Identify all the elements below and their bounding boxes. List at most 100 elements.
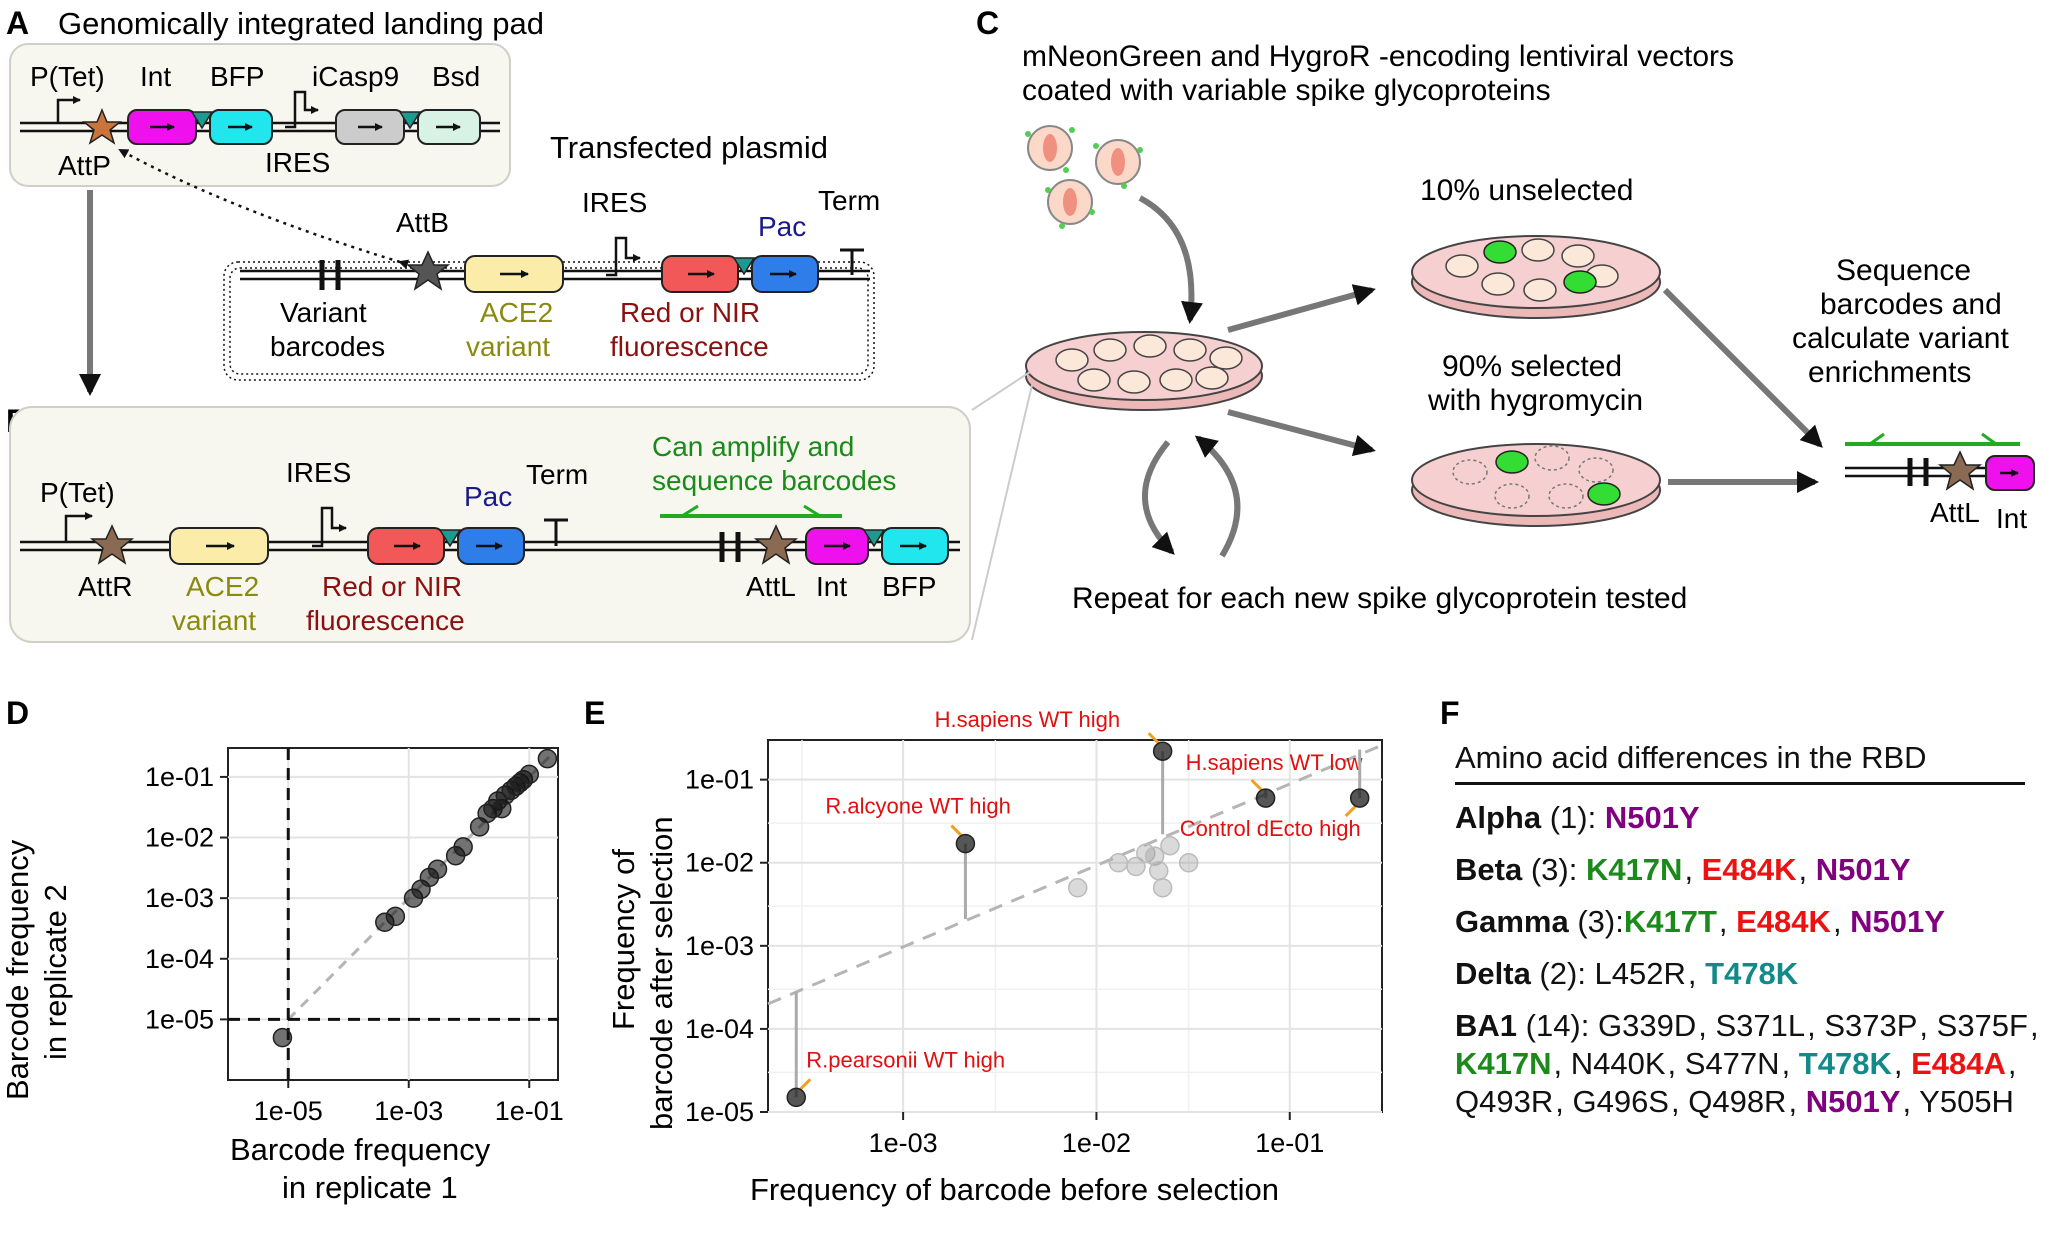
d-xlabel-1: Barcode frequency — [230, 1132, 491, 1167]
ires-label-b: IRES — [286, 457, 351, 488]
lentiviral-title-1: mNeonGreen and HygroR -encoding lentivir… — [1022, 40, 1734, 73]
panel-a: A Genomically integrated landing pad P(T… — [6, 5, 880, 396]
variant-count: (3): — [1522, 852, 1586, 887]
mutation-label: N501Y — [1604, 800, 1700, 835]
d-data-point — [453, 837, 473, 857]
attl-label-c: AttL — [1930, 497, 1980, 528]
mutation-label: E484A — [1911, 1046, 2006, 1081]
d-xlabel-2: in replicate 1 — [282, 1170, 458, 1205]
ptet-label: P(Tet) — [30, 61, 105, 92]
fluor-label-2: fluorescence — [610, 331, 769, 362]
e-identity-line — [767, 743, 1383, 1006]
mutation-label: T478K — [1798, 1046, 1892, 1081]
mutation-label: Y505H — [1919, 1084, 2014, 1119]
ace2-label-1: ACE2 — [480, 297, 553, 328]
e-faded-point — [1108, 852, 1129, 873]
linker-triangle-icon — [438, 529, 462, 548]
plasmid-title: Transfected plasmid — [550, 130, 828, 165]
mutation-label: N440K — [1570, 1046, 1666, 1081]
virus-to-dish-arrow — [1138, 195, 1203, 324]
e-faded-point — [1178, 852, 1199, 873]
mutation-label: E484K — [1701, 852, 1797, 887]
ires-label-2: IRES — [582, 187, 647, 218]
d-tick-label-x: 1e-05 — [254, 1096, 323, 1126]
e-label-leader — [1344, 805, 1357, 818]
e-label-leader — [1250, 779, 1263, 792]
ace2-label-b1: ACE2 — [186, 571, 259, 602]
variant-row: BA1 (14): G339D, S371L, S373P, S375F, K4… — [1455, 1008, 2039, 1119]
green-cell-icon — [1563, 270, 1597, 294]
attl-label-b: AttL — [746, 571, 796, 602]
mutation-label: Q493R — [1455, 1084, 1554, 1119]
attr-star-icon — [89, 524, 135, 565]
e-tick-label-y: 1e-03 — [685, 931, 754, 961]
e-tick-label-y: 1e-02 — [685, 848, 754, 878]
variant-name: Beta — [1455, 852, 1523, 887]
e-highlight-point — [955, 833, 976, 854]
e-tick-label-x: 1e-01 — [1255, 1128, 1324, 1158]
mutation-label: E484K — [1736, 904, 1831, 939]
ires-icon — [312, 506, 347, 548]
int-label-c: Int — [1996, 503, 2027, 534]
mutation-label: N501Y — [1805, 1084, 1901, 1119]
mutation-label: K417T — [1623, 904, 1717, 939]
ires-label: IRES — [265, 147, 330, 178]
d-ylabel-1: Barcode frequency — [0, 839, 35, 1100]
e-label-leader — [950, 824, 963, 837]
variant-count: (14): — [1517, 1008, 1598, 1043]
panel-c: C mNeonGreen and HygroR -encoding lentiv… — [971, 5, 2035, 641]
linker-triangle-icon — [732, 257, 756, 276]
d-tick-label-y: 1e-02 — [145, 823, 214, 853]
d-tick-label-x: 1e-03 — [374, 1096, 443, 1126]
mutation-label: T478K — [1705, 956, 1799, 991]
d-tick-label-y: 1e-03 — [145, 883, 214, 913]
linker-triangle-icon — [190, 111, 214, 130]
dish-transduced — [1025, 331, 1263, 411]
variant-list: Alpha (1): N501Y Beta (3): K417N, E484K, … — [1455, 799, 2045, 1121]
panel-d: D 1e-05 1e-03 1e-01 1e-05 1e-04 1e-03 1e-02 1e-… — [0, 695, 564, 1205]
green-cell-icon — [1495, 450, 1529, 474]
unselected-to-seq-arrow — [1662, 287, 1823, 448]
sequence-label-4: enrichments — [1808, 356, 1971, 389]
variant-row: Delta (2): L452R, T478K — [1455, 956, 1799, 991]
lentiviral-title-2: coated with variable spike glycoproteins — [1022, 74, 1551, 107]
e-faded-point — [1144, 846, 1165, 866]
unselected-label: 10% unselected — [1420, 174, 1634, 207]
attb-label: AttB — [396, 207, 449, 238]
variant-count: (3): — [1568, 904, 1624, 939]
green-cell-icon — [1587, 482, 1621, 506]
pac-label-b: Pac — [464, 481, 512, 512]
d-tick-label-y: 1e-04 — [145, 944, 214, 974]
panel-label-f: F — [1440, 695, 1460, 731]
ace2-label-2: variant — [466, 331, 550, 362]
d-data-point — [427, 859, 448, 879]
mutation-label: N501Y — [1850, 904, 1945, 939]
bfp-label-b: BFP — [882, 571, 936, 602]
attr-label: AttR — [78, 571, 132, 602]
e-tick-label-x: 1e-03 — [869, 1128, 938, 1158]
ires-icon — [606, 236, 641, 277]
variant-row: Gamma (3):K417T, E484K, N501Y — [1455, 904, 1945, 939]
e-tick-label-y: 1e-01 — [685, 765, 754, 795]
e-point-label: R.pearsonii WT high — [806, 1047, 1005, 1072]
d-data-point — [537, 748, 558, 769]
mutation-label: Q498R — [1688, 1084, 1787, 1119]
int-label-b: Int — [816, 571, 847, 602]
attp-label: AttP — [58, 150, 111, 181]
panel-label-c: C — [976, 5, 999, 41]
repeat-arrow-left — [1142, 440, 1175, 555]
attl-star-icon — [1937, 450, 1983, 491]
panel-label-a: A — [6, 5, 29, 41]
landing-pad-title: Genomically integrated landing pad — [58, 6, 544, 41]
ires-icon — [285, 90, 319, 129]
variant-name: Delta — [1455, 956, 1531, 991]
e-tick-label-y: 1e-04 — [685, 1014, 754, 1044]
ace2-label-b2: variant — [172, 605, 256, 636]
promoter-arrow-icon — [56, 96, 81, 123]
icasp9-label: iCasp9 — [312, 61, 399, 92]
fluor-label-b2: fluorescence — [306, 605, 465, 636]
panel-label-d: D — [6, 695, 29, 731]
e-label-leader — [1147, 732, 1160, 745]
mutation-label: S375F — [1936, 1008, 2028, 1043]
